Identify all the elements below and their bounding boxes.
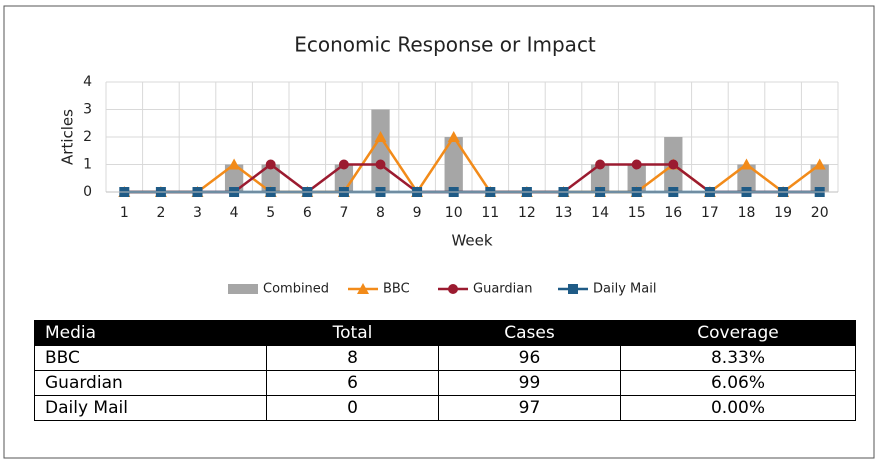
legend-label: BBC bbox=[383, 282, 410, 297]
cell: 6 bbox=[266, 370, 439, 396]
x-tick-label: 19 bbox=[774, 205, 792, 221]
x-tick-label: 9 bbox=[413, 205, 422, 221]
cell: 99 bbox=[438, 370, 621, 396]
bar bbox=[627, 164, 646, 192]
x-tick-label: 17 bbox=[701, 205, 719, 221]
x-tick-label: 5 bbox=[266, 205, 275, 221]
marker bbox=[338, 159, 349, 170]
table-row: BBC 8 96 8.33% bbox=[34, 345, 856, 371]
marker bbox=[265, 159, 276, 170]
header-cell: Total bbox=[266, 320, 439, 346]
x-axis-label: Week bbox=[451, 232, 492, 250]
x-tick-label: 11 bbox=[481, 205, 499, 221]
legend-marker bbox=[568, 284, 578, 294]
x-tick-label: 7 bbox=[339, 205, 348, 221]
x-tick-label: 1 bbox=[120, 205, 129, 221]
y-tick-label: 3 bbox=[83, 102, 92, 118]
table-row: Daily Mail 0 97 0.00% bbox=[34, 395, 856, 421]
cell: 0.00% bbox=[620, 395, 856, 421]
table-row: Guardian 6 99 6.06% bbox=[34, 370, 856, 396]
cell: 8.33% bbox=[620, 345, 856, 371]
legend-label: Daily Mail bbox=[593, 282, 656, 297]
cell: Daily Mail bbox=[34, 395, 267, 421]
cell: Guardian bbox=[34, 370, 267, 396]
y-tick-label: 2 bbox=[83, 129, 92, 145]
cell: 6.06% bbox=[620, 370, 856, 396]
bar bbox=[261, 164, 280, 192]
summary-table: Media Total Cases Coverage BBC 8 96 8.33% G… bbox=[34, 320, 856, 421]
x-tick-label: 14 bbox=[591, 205, 609, 221]
cell: 96 bbox=[438, 345, 621, 371]
x-tick-label: 3 bbox=[193, 205, 202, 221]
x-tick-label: 16 bbox=[664, 205, 682, 221]
marker bbox=[631, 159, 642, 170]
cell: 0 bbox=[266, 395, 439, 421]
x-tick-label: 12 bbox=[518, 205, 536, 221]
frame bbox=[3, 5, 875, 459]
table-header: Media Total Cases Coverage bbox=[34, 320, 856, 346]
x-tick-label: 20 bbox=[811, 205, 829, 221]
bar bbox=[371, 109, 390, 192]
y-tick-label: 4 bbox=[83, 74, 92, 90]
marker bbox=[374, 131, 387, 142]
bar bbox=[444, 137, 463, 192]
x-tick-label: 10 bbox=[445, 205, 463, 221]
y-tick-label: 0 bbox=[83, 184, 92, 200]
x-tick-label: 6 bbox=[303, 205, 312, 221]
marker bbox=[813, 158, 826, 170]
cell: 8 bbox=[266, 345, 439, 371]
chart-title: Economic Response or Impact bbox=[294, 33, 596, 57]
bar bbox=[737, 164, 756, 192]
header-cell: Media bbox=[34, 320, 267, 346]
legend-label: Guardian bbox=[473, 282, 532, 297]
y-tick-label: 1 bbox=[83, 157, 92, 173]
marker bbox=[668, 159, 679, 170]
legend-label: Combined bbox=[263, 282, 329, 297]
marker bbox=[375, 159, 386, 170]
cell: 97 bbox=[438, 395, 621, 421]
header-cell: Coverage bbox=[620, 320, 856, 346]
marker bbox=[740, 158, 753, 170]
y-axis-label: Articles bbox=[59, 109, 77, 165]
marker bbox=[595, 159, 606, 170]
cell: BBC bbox=[34, 345, 267, 371]
legend-swatch bbox=[228, 284, 258, 294]
header-cell: Cases bbox=[438, 320, 621, 346]
x-tick-label: 4 bbox=[230, 205, 239, 221]
x-tick-label: 2 bbox=[156, 205, 165, 221]
bar bbox=[224, 164, 244, 192]
legend-marker bbox=[448, 284, 458, 294]
x-tick-label: 15 bbox=[628, 205, 646, 221]
bar bbox=[810, 164, 829, 192]
x-tick-label: 13 bbox=[555, 205, 573, 221]
marker bbox=[228, 158, 241, 170]
legend-marker bbox=[357, 283, 369, 294]
bar bbox=[590, 164, 610, 192]
x-tick-label: 8 bbox=[376, 205, 385, 221]
marker bbox=[447, 131, 460, 142]
x-tick-label: 18 bbox=[738, 205, 756, 221]
